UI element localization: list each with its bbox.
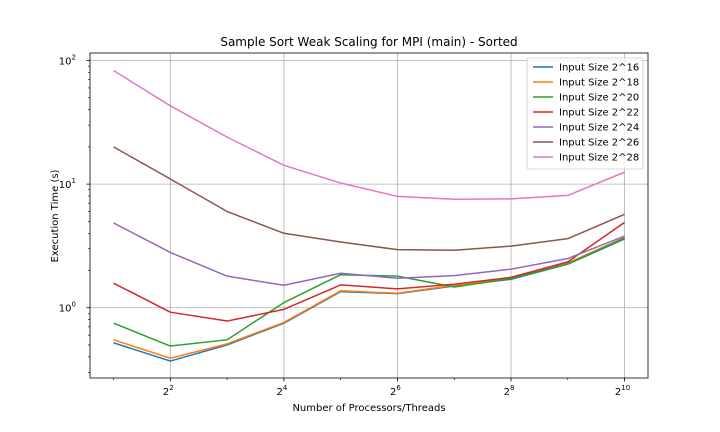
legend: Input Size 2^16 Input Size 2^18 Input Size… xyxy=(526,57,644,170)
legend-label: Input Size 2^24 xyxy=(559,123,639,134)
plot-frame xyxy=(89,52,649,379)
x-tick-label: 28 xyxy=(504,384,515,398)
x-tick-label: 24 xyxy=(276,384,287,398)
x-tick-label: 22 xyxy=(163,384,174,398)
x-axis-label: Number of Processors/Threads xyxy=(292,403,445,414)
legend-label: Input Size 2^22 xyxy=(559,108,639,119)
legend-label: Input Size 2^16 xyxy=(559,63,639,74)
legend-label: Input Size 2^26 xyxy=(559,138,639,149)
legend-box xyxy=(526,57,644,170)
chart-title: Sample Sort Weak Scaling for MPI (main) … xyxy=(220,35,517,49)
series-line-7 xyxy=(113,69,625,200)
x-tick-label: 26 xyxy=(390,384,401,398)
legend-label: Input Size 2^28 xyxy=(559,153,639,164)
series-line-4 xyxy=(113,221,625,322)
series-line-6 xyxy=(113,146,625,251)
plot-series xyxy=(113,69,625,362)
legend-label: Input Size 2^20 xyxy=(559,93,639,104)
legend-label: Input Size 2^18 xyxy=(559,78,639,89)
y-axis-label: Execution Time (s) xyxy=(50,169,61,262)
series-line-5 xyxy=(113,222,625,286)
